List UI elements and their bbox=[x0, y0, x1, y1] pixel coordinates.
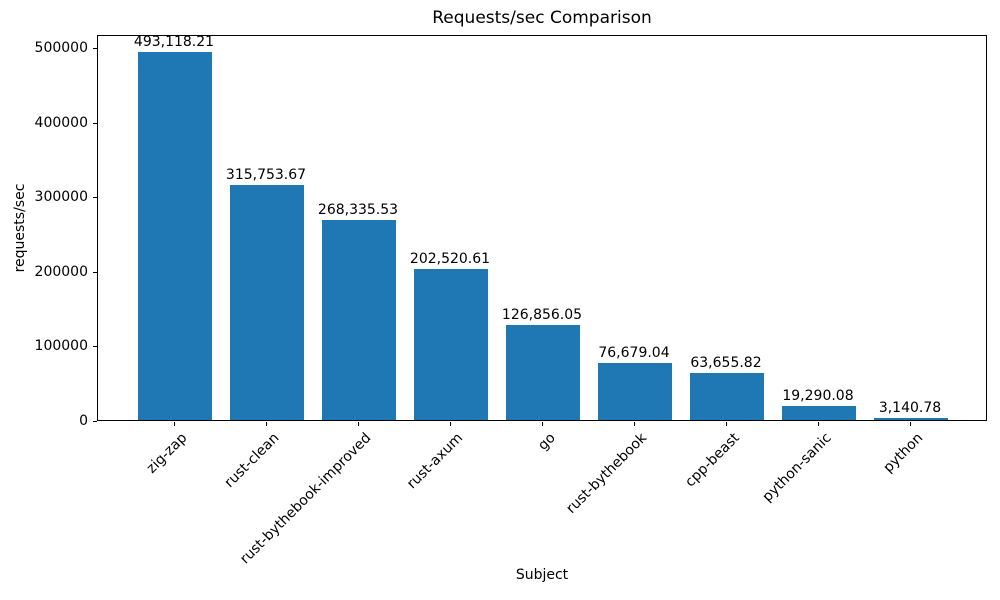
bar-value-label: 315,753.67 bbox=[225, 167, 307, 183]
bar-value-label: 63,655.82 bbox=[690, 355, 762, 371]
plot-area bbox=[97, 35, 987, 421]
bar-go bbox=[506, 325, 580, 420]
x-tick-mark bbox=[266, 422, 267, 426]
bar-value-label: 268,335.53 bbox=[317, 202, 399, 218]
y-tick-mark bbox=[93, 272, 97, 273]
bar-value-label: 3,140.78 bbox=[878, 400, 942, 416]
x-tick-mark bbox=[910, 422, 911, 426]
y-tick-mark bbox=[93, 48, 97, 49]
y-tick-mark bbox=[93, 421, 97, 422]
x-tick-mark bbox=[174, 422, 175, 426]
x-tick-label-rust-clean: rust-clean bbox=[221, 430, 283, 491]
x-tick-mark bbox=[634, 422, 635, 426]
bar-rust-bythebook-improved bbox=[322, 220, 396, 420]
y-tick-label: 400000 bbox=[34, 115, 88, 131]
y-tick-label: 500000 bbox=[34, 40, 88, 56]
y-tick-label: 0 bbox=[79, 413, 88, 429]
bar-rust-axum bbox=[414, 269, 488, 420]
chart-title: Requests/sec Comparison bbox=[432, 8, 652, 28]
x-tick-label-python: python bbox=[880, 430, 927, 476]
x-tick-mark bbox=[818, 422, 819, 426]
y-tick-label: 200000 bbox=[34, 264, 88, 280]
bar-rust-clean bbox=[230, 185, 304, 420]
bar-value-label: 126,856.05 bbox=[501, 307, 583, 323]
x-tick-mark bbox=[542, 422, 543, 426]
x-tick-mark bbox=[450, 422, 451, 426]
x-tick-label-go: go bbox=[534, 430, 559, 454]
y-tick-mark bbox=[93, 197, 97, 198]
y-axis-label: requests/sec bbox=[12, 183, 28, 273]
x-tick-mark bbox=[358, 422, 359, 426]
bar-value-label: 76,679.04 bbox=[598, 345, 670, 361]
y-tick-mark bbox=[93, 123, 97, 124]
bar-value-label: 202,520.61 bbox=[409, 251, 491, 267]
bar-rust-bythebook bbox=[598, 363, 672, 420]
bar-value-label: 19,290.08 bbox=[782, 388, 854, 404]
y-tick-label: 300000 bbox=[34, 189, 88, 205]
bar-value-label: 493,118.21 bbox=[133, 34, 215, 50]
y-tick-label: 100000 bbox=[34, 338, 88, 354]
x-tick-label-rust-axum: rust-axum bbox=[404, 430, 467, 493]
x-tick-label-rust-bythebook: rust-bythebook bbox=[563, 430, 651, 517]
bar-python-sanic bbox=[782, 406, 856, 420]
bar-python bbox=[874, 418, 948, 420]
x-tick-label-cpp-beast: cpp-beast bbox=[681, 430, 743, 491]
x-tick-mark bbox=[726, 422, 727, 426]
y-tick-mark bbox=[93, 346, 97, 347]
x-tick-label-zig-zap: zig-zap bbox=[143, 430, 191, 477]
bar-zig-zap bbox=[138, 52, 212, 420]
x-axis-label: Subject bbox=[515, 567, 569, 583]
x-tick-label-python-sanic: python-sanic bbox=[759, 430, 835, 506]
bar-cpp-beast bbox=[690, 373, 764, 420]
